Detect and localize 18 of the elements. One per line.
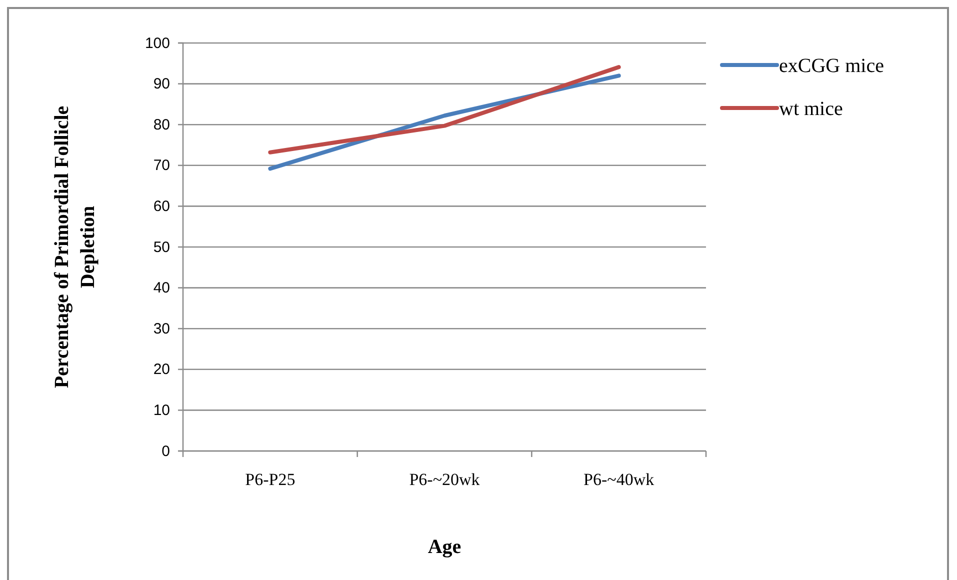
legend-label: exCGG mice	[779, 55, 884, 77]
y-tick-label: 0	[162, 442, 170, 460]
legend-label: wt mice	[779, 98, 843, 120]
y-tick-label: 70	[153, 157, 170, 174]
y-tick-label: 80	[153, 116, 170, 134]
x-tick-label: P6-~20wk	[409, 470, 480, 490]
y-tick-label: 50	[153, 238, 170, 256]
y-axis-title: Percentage of Primordial Follicle Depletion	[51, 106, 99, 388]
y-tick-label: 60	[153, 198, 170, 215]
x-tick-label: P6-P25	[245, 470, 296, 490]
y-tick-label: 90	[153, 76, 170, 93]
y-tick-label: 100	[144, 34, 170, 52]
y-tick-label: 30	[153, 320, 170, 338]
x-axis-title: Age	[428, 536, 462, 558]
x-tick-label: P6-~40wk	[584, 470, 655, 490]
y-tick-label: 20	[153, 361, 170, 378]
y-tick-label: 10	[153, 402, 170, 419]
y-tick-label: 40	[153, 280, 170, 297]
